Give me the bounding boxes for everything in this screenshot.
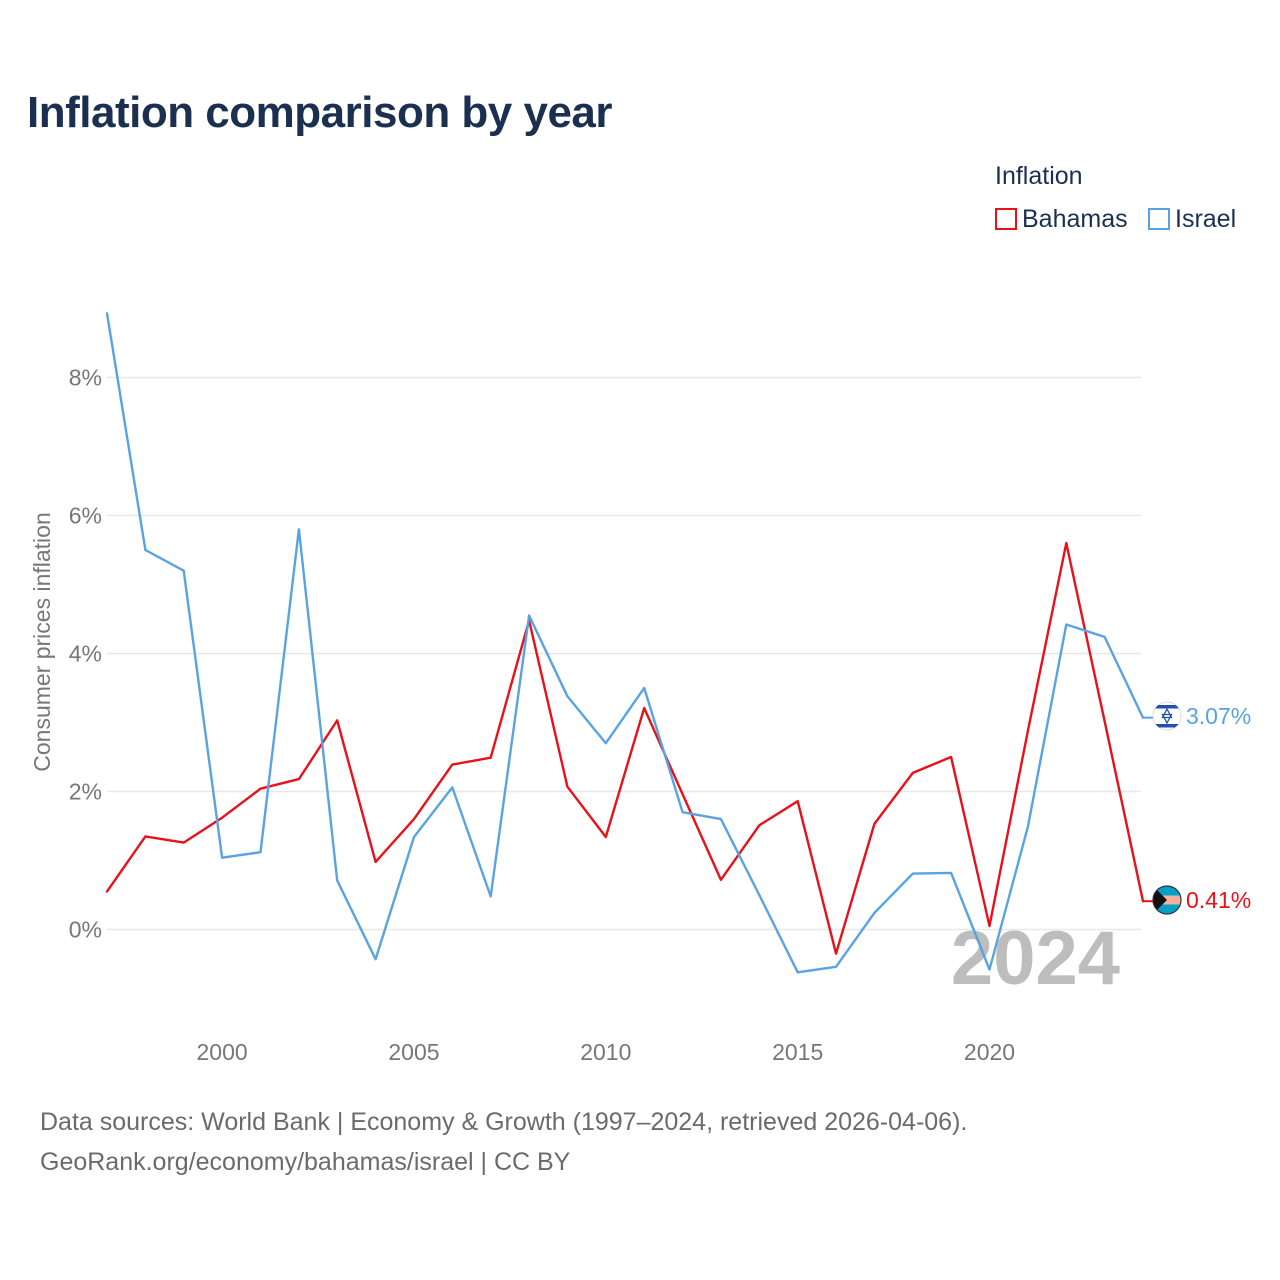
legend-item-bahamas[interactable]: Bahamas	[995, 204, 1128, 234]
year-watermark: 2024	[951, 916, 1120, 1001]
legend-title: Inflation	[995, 162, 1083, 190]
legend-label-israel: Israel	[1175, 204, 1237, 233]
legend-item-israel[interactable]: Israel	[1148, 204, 1236, 234]
israel-flag-icon	[1152, 701, 1182, 731]
y-tick-label: 6%	[69, 503, 102, 529]
x-tick-label: 2010	[580, 1039, 631, 1065]
y-axis-label: Consumer prices inflation	[29, 512, 55, 772]
x-tick-label: 2000	[197, 1039, 248, 1065]
line-chart: 0% 2% 4% 6% 8% 2000 2005 2010 2015 2020 Consumer…	[29, 312, 1251, 1065]
legend-swatch-bahamas	[995, 208, 1017, 230]
end-label-bahamas: 0.41%	[1186, 887, 1251, 913]
x-tick-label: 2020	[964, 1039, 1015, 1065]
footer-attribution: GeoRank.org/economy/bahamas/israel | CC …	[40, 1148, 571, 1176]
page-title: Inflation comparison by year	[27, 88, 613, 137]
y-tick-label: 0%	[69, 917, 102, 943]
series-line-israel	[105, 312, 1145, 974]
x-tick-label: 2005	[388, 1039, 439, 1065]
bahamas-flag-icon	[1152, 885, 1182, 915]
y-tick-label: 8%	[69, 365, 102, 391]
x-axis-ticks: 2000 2005 2010 2015 2020	[197, 1039, 1016, 1065]
y-tick-label: 4%	[69, 641, 102, 667]
x-tick-label: 2015	[772, 1039, 823, 1065]
legend-label-bahamas: Bahamas	[1022, 204, 1128, 233]
end-label-israel: 3.07%	[1186, 703, 1251, 729]
series-lines	[105, 312, 1153, 974]
legend-swatch-israel	[1148, 208, 1170, 230]
footer-sources: Data sources: World Bank | Economy & Gro…	[40, 1108, 968, 1136]
y-axis-ticks: 0% 2% 4% 6% 8%	[69, 365, 102, 943]
y-tick-label: 2%	[69, 779, 102, 805]
series-line-bahamas	[105, 541, 1145, 955]
grid-lines	[107, 376, 1141, 931]
